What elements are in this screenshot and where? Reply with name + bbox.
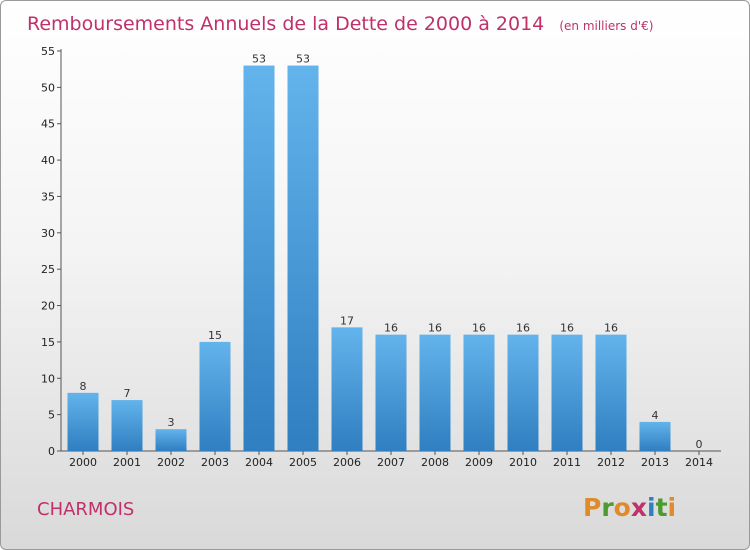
logo-letter: o [614,493,631,522]
y-tick-label: 0 [48,445,55,458]
x-tick-label: 2014 [685,456,713,469]
y-tick-label: 40 [41,154,55,167]
x-tick-label: 2003 [201,456,229,469]
y-tick-label: 5 [48,409,55,422]
logo-letter: i [668,493,677,522]
bar [67,392,99,451]
logo-letter: i [647,493,656,522]
bar-value-label: 16 [384,322,398,335]
x-tick-label: 2002 [157,456,185,469]
y-tick-label: 45 [41,118,55,131]
bar-value-label: 16 [472,322,486,335]
bar [199,341,231,451]
logo-letter: P [583,493,601,522]
logo-letter: x [631,493,647,522]
y-tick-label: 55 [41,45,55,58]
x-tick-label: 2010 [509,456,537,469]
commune-name: CHARMOIS [37,499,134,520]
bar [419,334,451,451]
chart-title: Remboursements Annuels de la Dette de 20… [27,13,653,35]
x-tick-label: 2012 [597,456,625,469]
bar [155,429,187,451]
bar-value-label: 16 [604,322,618,335]
bar [639,421,671,451]
logo-letter: r [601,493,614,522]
y-tick-label: 15 [41,336,55,349]
bar [243,65,275,451]
bar [287,65,319,451]
bar [111,400,143,451]
x-tick-label: 2008 [421,456,449,469]
bar-value-label: 4 [652,409,659,422]
bar-value-label: 16 [428,322,442,335]
bar-value-label: 53 [296,53,310,66]
x-tick-label: 2007 [377,456,405,469]
x-tick-label: 2013 [641,456,669,469]
x-tick-label: 2000 [69,456,97,469]
bar [507,334,539,451]
bar-value-label: 8 [80,380,87,393]
x-tick-label: 2005 [289,456,317,469]
y-tick-label: 25 [41,263,55,276]
bar-value-label: 16 [516,322,530,335]
y-tick-label: 20 [41,300,55,313]
bar-value-label: 17 [340,314,354,327]
bar-value-label: 16 [560,322,574,335]
chart-title-unit: (en milliers d'€) [559,19,653,33]
bar [595,334,627,451]
bar-value-label: 15 [208,329,222,342]
y-tick-label: 50 [41,81,55,94]
x-tick-label: 2001 [113,456,141,469]
bar-value-label: 3 [168,416,175,429]
bar-value-label: 7 [124,387,131,400]
proxiti-logo: Proxiti [583,493,676,522]
bar [375,334,407,451]
y-tick-label: 35 [41,190,55,203]
x-tick-label: 2011 [553,456,581,469]
bar [463,334,495,451]
x-tick-label: 2009 [465,456,493,469]
x-tick-label: 2004 [245,456,273,469]
bar [331,327,363,451]
y-tick-label: 10 [41,372,55,385]
bar-value-label: 53 [252,53,266,66]
y-tick-label: 30 [41,227,55,240]
chart-title-main: Remboursements Annuels de la Dette de 20… [27,13,544,35]
bar-value-label: 0 [696,438,703,451]
bar [551,334,583,451]
plot-area: 0510152025303540455055820007200132002152… [41,45,721,469]
logo-letter: t [656,493,668,522]
x-tick-label: 2006 [333,456,361,469]
